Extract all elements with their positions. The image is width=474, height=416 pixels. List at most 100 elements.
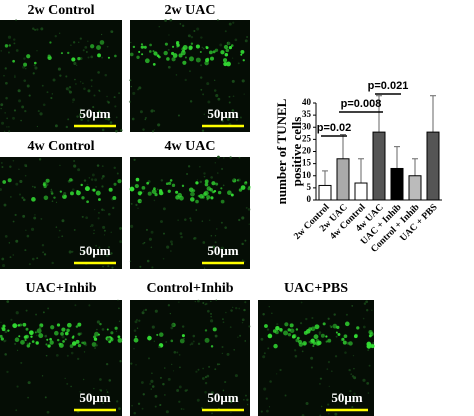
cell (156, 54, 160, 58)
cell (101, 185, 104, 188)
cell (79, 108, 82, 111)
cell (243, 93, 245, 95)
cell (242, 59, 245, 62)
cell (92, 106, 95, 109)
cell (152, 63, 156, 66)
cell (108, 187, 113, 192)
cell (55, 354, 59, 357)
cell (144, 118, 147, 121)
cell (95, 344, 98, 347)
cell (8, 44, 11, 47)
cell (33, 186, 36, 189)
cell (151, 385, 155, 388)
cell (246, 403, 249, 406)
cell (178, 385, 182, 389)
cell (6, 126, 8, 128)
cell (99, 322, 102, 326)
cell (118, 407, 121, 410)
cell (82, 341, 87, 345)
cell (119, 360, 122, 363)
cell (181, 184, 185, 188)
cell (19, 179, 23, 184)
cell (113, 182, 117, 186)
cell (50, 325, 55, 330)
cell (245, 394, 247, 397)
cell (344, 321, 350, 327)
cell (366, 309, 369, 312)
cell (71, 188, 75, 191)
bar (426, 131, 440, 201)
cell (76, 115, 79, 118)
y-tick-label: 5 (307, 182, 312, 192)
cell (54, 124, 58, 128)
cell (201, 129, 205, 132)
cell (14, 74, 16, 77)
cell (136, 55, 140, 59)
cell (168, 181, 172, 185)
cell (216, 172, 219, 174)
cell (179, 23, 182, 25)
cell (318, 333, 321, 336)
cell (114, 105, 117, 108)
cell (276, 373, 278, 375)
cell (217, 155, 220, 159)
cell (4, 44, 9, 48)
cell (214, 368, 217, 371)
cell (143, 45, 147, 49)
cell (210, 391, 214, 395)
bar (354, 182, 368, 201)
cell (80, 118, 83, 121)
cell (90, 55, 94, 59)
cell (67, 51, 70, 55)
scale-bar-label: 50μm (79, 106, 110, 121)
cell (223, 61, 228, 67)
cell (327, 338, 332, 343)
cell (178, 400, 181, 403)
cell (248, 223, 250, 225)
micrograph-bg (0, 300, 122, 416)
cell (108, 340, 112, 344)
cell (130, 362, 133, 365)
cell (139, 110, 143, 114)
cell (325, 340, 328, 343)
cell (62, 194, 65, 197)
cell (222, 318, 224, 320)
cell (210, 312, 213, 315)
cell (229, 399, 233, 404)
cell (229, 156, 232, 159)
cell (203, 113, 206, 116)
cell (12, 220, 15, 223)
cell (140, 381, 144, 384)
cell (15, 49, 19, 52)
cell (351, 305, 354, 307)
cell (6, 300, 10, 303)
cell (150, 246, 153, 249)
cell (220, 199, 225, 204)
cell (142, 393, 145, 396)
cell (27, 381, 31, 385)
cell (154, 193, 158, 197)
micrograph-bg (0, 157, 122, 269)
cell (86, 183, 89, 186)
y-tick-label: 35 (302, 109, 312, 119)
cell (134, 183, 139, 189)
cell (232, 178, 235, 181)
cell (371, 309, 373, 311)
cell (212, 50, 216, 54)
cell (59, 32, 61, 34)
cell (208, 219, 211, 222)
cell (35, 313, 38, 316)
cell (241, 79, 245, 83)
cell (137, 207, 139, 209)
cell (45, 343, 48, 346)
cell (181, 47, 186, 52)
cell (214, 241, 217, 244)
cell (68, 250, 72, 254)
panel-label: Control+Inhib (146, 281, 233, 296)
cell (41, 84, 44, 87)
cell (15, 311, 19, 315)
cell (202, 93, 205, 96)
cell (49, 41, 52, 44)
cell (33, 64, 36, 67)
cell (130, 41, 132, 44)
